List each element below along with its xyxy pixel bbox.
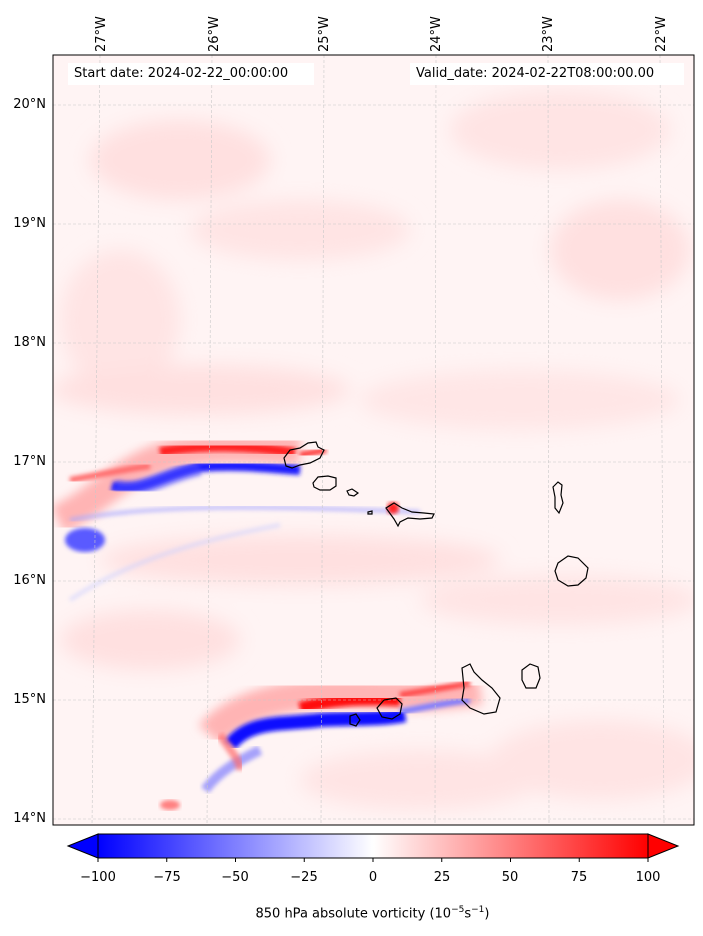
colorbar-tick-marks — [97, 858, 649, 862]
islet-branco — [367, 510, 373, 515]
lat-label-15n: 15°N — [13, 692, 46, 707]
lat-label-19n: 19°N — [13, 216, 46, 231]
vorticity-field — [53, 55, 694, 825]
colorbar-label-suffix: ) — [484, 906, 490, 922]
valid-date-text: Valid_date: 2024-02-22T08:00:00.00 — [416, 66, 655, 81]
faint-patches — [53, 90, 694, 810]
lat-label-18n: 18°N — [13, 335, 46, 350]
island-brava — [349, 713, 361, 727]
island-boa-vista — [554, 555, 589, 587]
island-sao-vicente — [312, 475, 337, 491]
colorbar-tick-label: 0 — [368, 870, 378, 885]
island-santa-luzia — [346, 488, 360, 497]
valid-date-label: Valid_date: 2024-02-22T08:00:00.00 — [410, 63, 684, 85]
colorbar-extend-low — [66, 833, 99, 859]
start-date-text: Start date: 2024-02-22_00:00:00 — [74, 66, 289, 81]
colorbar-tick-label: −75 — [153, 870, 181, 885]
map-gridlines — [53, 55, 694, 825]
colorbar-label-exp2: −1 — [471, 905, 485, 915]
lat-label-14n: 14°N — [13, 811, 46, 826]
colorbar-tick-label: 100 — [635, 870, 661, 885]
island-maio — [521, 663, 541, 689]
colorbar-extend-high — [647, 833, 680, 859]
colorbar — [66, 833, 680, 862]
colorbar-tick-label: −25 — [290, 870, 318, 885]
map-frame — [52, 54, 695, 826]
colorbar-tick-label: −50 — [221, 870, 249, 885]
colorbar-gradient — [97, 833, 649, 859]
start-date-label: Start date: 2024-02-22_00:00:00 — [68, 63, 314, 85]
island-sal — [552, 481, 564, 515]
colorbar-tick-label: 25 — [433, 870, 451, 885]
island-santiago — [461, 663, 501, 715]
island-sao-nicolau — [385, 502, 435, 528]
colorbar-label-exp1: −5 — [451, 905, 465, 915]
lat-label-16n: 16°N — [13, 573, 46, 588]
lat-label-20n: 20°N — [13, 97, 46, 112]
island-fogo — [376, 697, 403, 720]
northern-shear-band — [53, 432, 421, 602]
island-santo-antao — [283, 441, 325, 469]
lat-label-17n: 17°N — [13, 454, 46, 469]
colorbar-label-mid: s — [464, 906, 472, 922]
coastlines — [283, 441, 589, 727]
colorbar-tick-label: −100 — [80, 870, 116, 885]
colorbar-label-prefix: 850 hPa absolute vorticity (10 — [255, 906, 452, 922]
colorbar-tick-label: 50 — [501, 870, 519, 885]
colorbar-tick-label: 75 — [570, 870, 588, 885]
colorbar-label: 850 hPa absolute vorticity (10−5s−1) — [0, 905, 703, 921]
